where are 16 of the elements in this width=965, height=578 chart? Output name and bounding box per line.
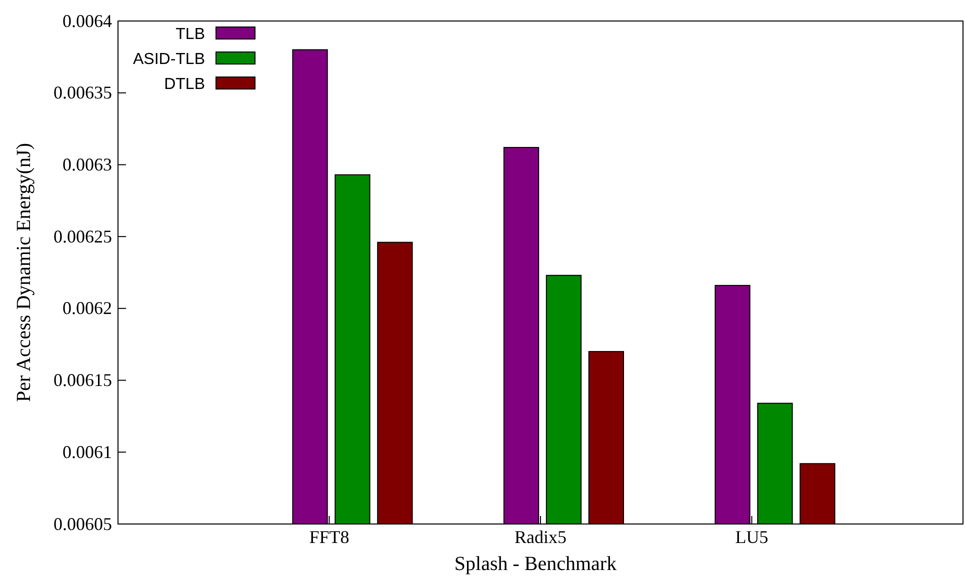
y-tick-label: 0.00605: [54, 514, 112, 534]
x-tick-label: LU5: [735, 526, 768, 547]
x-axis-title: Splash - Benchmark: [454, 553, 617, 575]
legend-label: TLB: [176, 26, 205, 43]
legend-label: DTLB: [164, 76, 205, 93]
y-axis-title: Per Access Dynamic Energy(nJ): [13, 142, 35, 402]
y-tick-label: 0.00615: [54, 370, 112, 390]
x-tick-label: FFT8: [309, 526, 350, 547]
y-tick-label: 0.0062: [62, 298, 112, 318]
y-tick-label: 0.00625: [54, 226, 112, 246]
legend-label: ASID-TLB: [132, 51, 205, 68]
y-tick-label: 0.0063: [62, 154, 112, 174]
y-tick-label: 0.0064: [62, 10, 112, 31]
y-tick-label: 0.0061: [62, 442, 112, 462]
x-tick-label: Radix5: [514, 526, 566, 547]
y-tick-label: 0.00635: [54, 82, 112, 103]
